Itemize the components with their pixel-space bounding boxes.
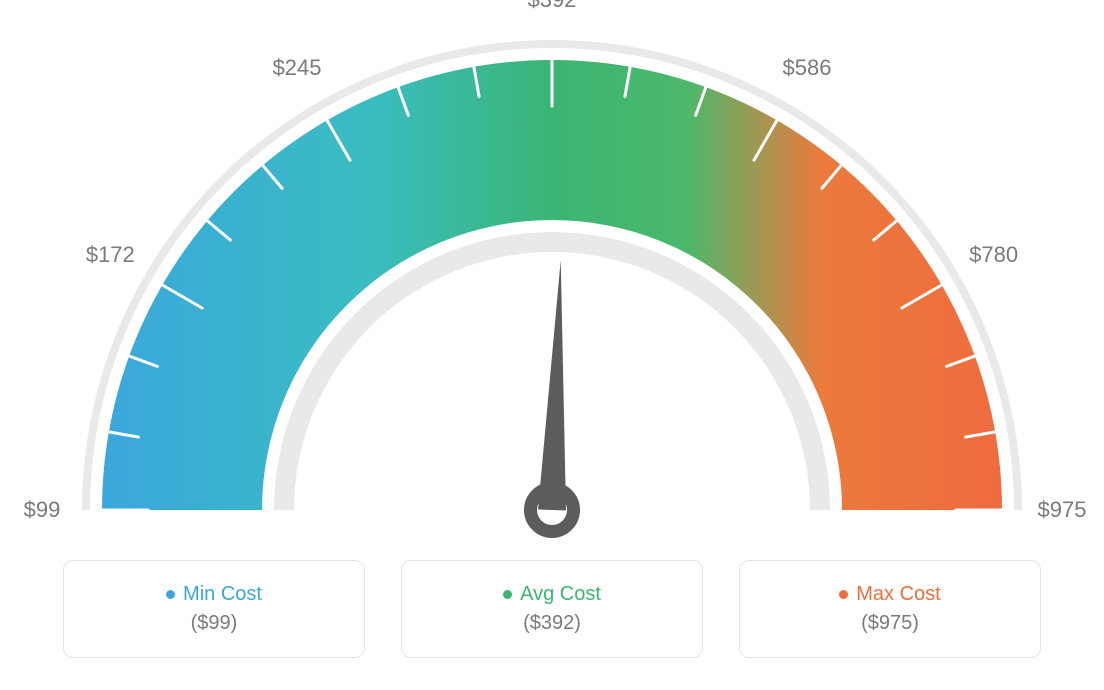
gauge-tick-label: $975 xyxy=(1038,497,1087,523)
gauge-tick-label: $245 xyxy=(273,55,322,81)
gauge-tick-label: $99 xyxy=(24,497,61,523)
legend-value-min: ($99) xyxy=(191,612,238,635)
legend-dot-max xyxy=(839,590,848,599)
legend-card-avg: Avg Cost ($392) xyxy=(401,560,703,658)
legend-card-max: Max Cost ($975) xyxy=(739,560,1041,658)
legend-card-min: Min Cost ($99) xyxy=(63,560,365,658)
legend-value-max: ($975) xyxy=(861,612,919,635)
legend-title-max: Max Cost xyxy=(839,583,940,606)
legend-row: Min Cost ($99) Avg Cost ($392) Max Cost … xyxy=(0,560,1104,658)
legend-value-avg: ($392) xyxy=(523,612,581,635)
gauge-chart: $99 $172 $245 $392 $586 $780 $975 xyxy=(0,0,1104,560)
gauge-tick-label: $780 xyxy=(969,242,1018,268)
legend-dot-min xyxy=(166,590,175,599)
gauge-svg xyxy=(0,0,1104,560)
legend-dot-avg xyxy=(503,590,512,599)
gauge-tick-label: $172 xyxy=(86,242,135,268)
gauge-tick-label: $392 xyxy=(528,0,577,13)
legend-title-avg: Avg Cost xyxy=(503,583,601,606)
gauge-tick-label: $586 xyxy=(783,55,832,81)
legend-label-min: Min Cost xyxy=(183,583,262,606)
legend-label-max: Max Cost xyxy=(856,583,940,606)
legend-title-min: Min Cost xyxy=(166,583,262,606)
legend-label-avg: Avg Cost xyxy=(520,583,601,606)
